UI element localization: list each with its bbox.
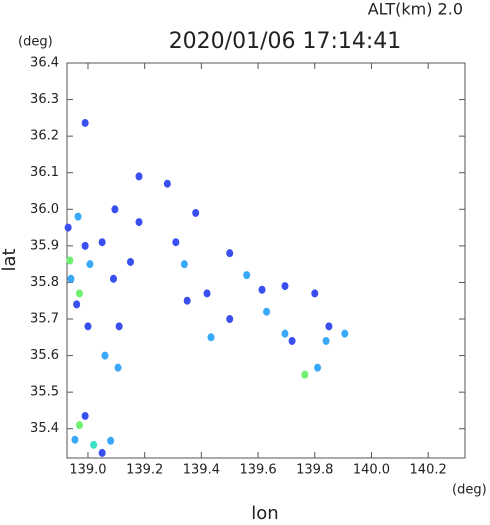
echo-point <box>281 329 289 338</box>
echo-point <box>314 363 322 372</box>
y-tick-label: 35.5 <box>30 385 59 400</box>
echo-point <box>281 282 289 291</box>
echo-point <box>81 241 89 250</box>
echo-point <box>71 435 79 444</box>
y-tick-label: 35.4 <box>30 421 59 436</box>
echo-point <box>107 436 115 445</box>
echo-point <box>81 118 89 127</box>
echo-point <box>203 289 211 298</box>
echo-point <box>207 333 215 342</box>
echo-point <box>67 274 75 283</box>
x-tick-label: 140.0 <box>353 463 390 478</box>
echo-point <box>66 256 74 265</box>
echo-point <box>341 329 349 338</box>
echo-point <box>258 285 266 294</box>
x-tick-label: 139.4 <box>183 463 220 478</box>
echo-point <box>81 411 89 420</box>
echo-point <box>64 223 72 232</box>
y-tick-label: 36.4 <box>30 56 59 71</box>
x-tick-label: 140.2 <box>410 463 447 478</box>
y-tick-label: 36.2 <box>30 129 59 144</box>
echo-point <box>226 249 234 258</box>
y-tick-label: 36.1 <box>30 165 59 180</box>
echo-point <box>73 300 81 309</box>
chart-title: 2020/01/06 17:14:41 <box>169 29 402 54</box>
y-tick-label: 35.9 <box>30 238 59 253</box>
echo-point <box>75 289 83 298</box>
echo-point <box>263 307 271 316</box>
echo-point <box>109 274 117 283</box>
echo-point <box>183 296 191 305</box>
echo-point <box>301 370 309 379</box>
x-tick-label: 139.0 <box>69 463 106 478</box>
echo-point <box>101 351 109 360</box>
x-tick-label: 139.2 <box>126 463 163 478</box>
y-unit: (deg) <box>18 35 53 50</box>
echo-point <box>98 238 106 247</box>
echo-point <box>311 289 319 298</box>
echo-point <box>180 260 188 269</box>
y-tick-label: 36.3 <box>30 92 59 107</box>
echo-point <box>126 257 134 266</box>
echo-point <box>115 322 123 331</box>
echo-point <box>74 212 82 221</box>
y-tick-label: 35.6 <box>30 348 59 363</box>
echo-point <box>135 218 143 227</box>
echo-point <box>114 363 122 372</box>
echo-point <box>75 421 83 430</box>
echo-point <box>226 315 234 324</box>
echo-point <box>90 440 98 449</box>
echo-point <box>163 179 171 188</box>
x-tick-label: 139.8 <box>296 463 333 478</box>
echo-point <box>192 208 200 217</box>
echo-point <box>288 336 296 345</box>
echo-point <box>111 205 119 214</box>
altitude-label: ALT(km) 2.0 <box>368 0 463 19</box>
echo-point <box>322 336 330 345</box>
echo-point <box>325 322 333 331</box>
x-unit: (deg) <box>452 483 487 498</box>
echo-point <box>135 172 143 181</box>
plot-frame <box>66 62 466 459</box>
x-axis-label: lon <box>251 503 278 521</box>
echo-point <box>98 448 106 457</box>
y-axis-label: lat <box>0 248 20 271</box>
echo-point <box>84 322 92 331</box>
x-tick-label: 139.6 <box>239 463 276 478</box>
echo-point <box>172 238 180 247</box>
echo-point <box>243 271 251 280</box>
echo-point <box>86 260 94 269</box>
y-tick-label: 35.8 <box>30 275 59 290</box>
y-tick-label: 35.7 <box>30 312 59 327</box>
y-tick-label: 36.0 <box>30 202 59 217</box>
